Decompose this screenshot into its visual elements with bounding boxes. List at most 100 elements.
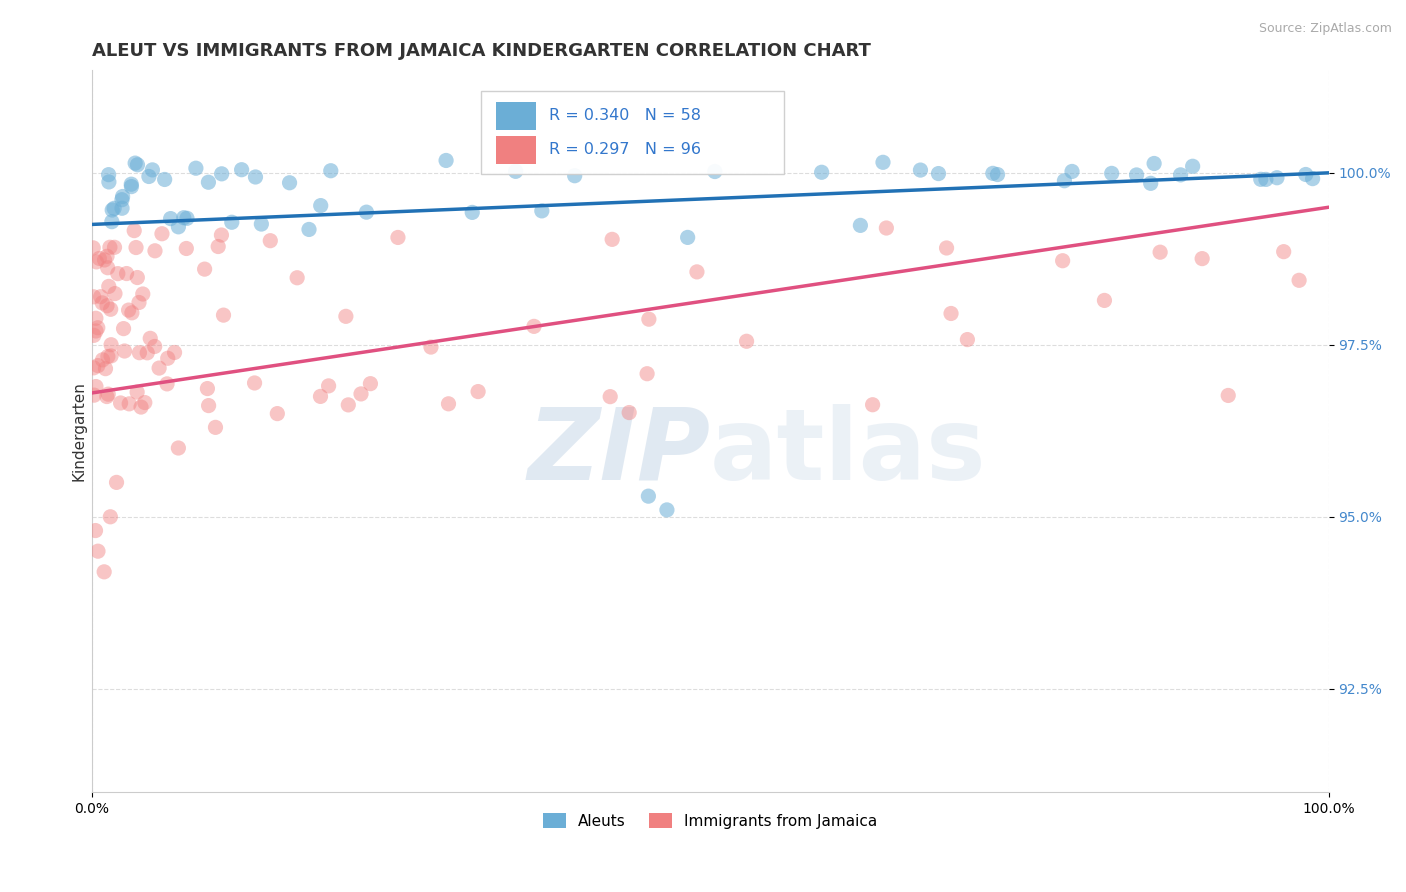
Point (266, 407, 288, 421)
Point (359, 376, 381, 391)
Point (83, 290, 105, 304)
Point (1218, 388, 1240, 402)
Point (250, 217, 273, 231)
Text: R = 0.340   N = 58: R = 0.340 N = 58 (550, 108, 702, 123)
Point (1302, 171, 1324, 186)
Point (105, 475, 128, 490)
Point (1250, 172, 1272, 186)
Point (90, 290, 112, 304)
Legend: Aleuts, Immigrants from Jamaica: Aleuts, Immigrants from Jamaica (537, 806, 883, 835)
Point (207, 239, 229, 253)
Point (150, 227, 173, 241)
Point (89, 252, 111, 266)
Point (103, 240, 125, 254)
Point (91, 296, 114, 310)
Point (1094, 293, 1116, 308)
Point (97, 168, 120, 182)
Point (735, 334, 758, 349)
Point (523, 319, 546, 334)
Point (1139, 177, 1161, 191)
Point (101, 202, 124, 217)
Point (1052, 253, 1074, 268)
Point (84, 524, 107, 538)
Point (243, 376, 266, 390)
Point (319, 163, 342, 178)
Point (98, 509, 121, 524)
Point (335, 310, 357, 324)
Point (461, 205, 484, 219)
Point (111, 201, 134, 215)
Point (163, 345, 186, 359)
Point (437, 397, 460, 411)
Point (124, 156, 146, 170)
Point (703, 164, 725, 178)
Point (637, 312, 659, 326)
Point (1254, 172, 1277, 186)
Point (86, 255, 108, 269)
Point (112, 321, 135, 335)
Text: ALEUT VS IMMIGRANTS FROM JAMAICA KINDERGARTEN CORRELATION CHART: ALEUT VS IMMIGRANTS FROM JAMAICA KINDERG… (91, 42, 870, 60)
Point (84, 379, 107, 393)
Point (986, 168, 1008, 182)
Point (278, 176, 301, 190)
Y-axis label: Kindergarten: Kindergarten (72, 381, 86, 481)
Point (1143, 156, 1166, 170)
Point (655, 503, 678, 517)
Point (143, 339, 166, 353)
Point (138, 169, 160, 184)
Point (111, 193, 134, 207)
Bar (496, 103, 536, 129)
Point (686, 265, 709, 279)
Point (564, 169, 586, 183)
Point (87, 320, 110, 334)
FancyBboxPatch shape (481, 91, 785, 174)
Point (259, 234, 281, 248)
Point (128, 295, 150, 310)
Point (309, 389, 332, 403)
Point (100, 349, 122, 363)
Point (121, 306, 143, 320)
Point (148, 361, 170, 376)
Point (120, 179, 142, 194)
Point (636, 367, 658, 381)
Point (1295, 168, 1317, 182)
Point (103, 202, 125, 216)
Point (245, 169, 267, 184)
Point (356, 205, 378, 219)
Point (309, 198, 332, 212)
Point (176, 242, 198, 256)
Point (530, 203, 553, 218)
Point (676, 230, 699, 244)
Point (197, 399, 219, 413)
Point (875, 221, 897, 235)
Point (637, 489, 659, 503)
Point (1272, 244, 1295, 259)
Point (141, 162, 163, 177)
Point (111, 189, 134, 203)
Point (505, 164, 527, 178)
Point (122, 224, 145, 238)
Point (167, 219, 190, 234)
Point (337, 398, 360, 412)
Point (114, 344, 136, 359)
Point (97, 260, 120, 275)
Point (849, 219, 872, 233)
Point (153, 172, 176, 186)
Point (197, 382, 219, 396)
Point (96, 249, 118, 263)
Point (910, 163, 932, 178)
Point (156, 351, 179, 366)
Point (467, 384, 489, 399)
Point (84, 311, 107, 326)
Point (1125, 168, 1147, 182)
Point (83, 388, 105, 402)
Point (387, 230, 409, 244)
Point (1060, 164, 1083, 178)
Point (97, 350, 120, 364)
Point (87, 359, 110, 373)
Point (176, 211, 198, 226)
Point (107, 267, 129, 281)
Point (173, 211, 195, 225)
Point (1265, 170, 1288, 185)
Point (96, 299, 118, 313)
